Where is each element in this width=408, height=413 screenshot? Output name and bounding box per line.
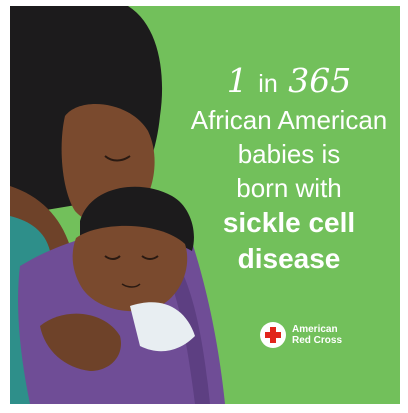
logo-line-1: American	[292, 324, 338, 335]
stat-in: in	[258, 70, 278, 98]
poster-card: 1 in 365 African American babies is born…	[10, 6, 400, 404]
headline-line-1: African American	[190, 105, 388, 135]
headline-line-3: born with	[236, 173, 342, 203]
headline: 1 in 365 African American babies is born…	[178, 62, 400, 277]
logo-line-2: Red Cross	[292, 335, 343, 346]
statistic: 1 in 365	[178, 62, 400, 103]
mother-baby-illustration	[10, 6, 225, 404]
logo-text: American Red Cross	[292, 324, 342, 346]
red-cross-icon	[260, 322, 286, 348]
stat-denominator: 365	[288, 61, 352, 100]
headline-line-2: babies is	[237, 139, 341, 169]
headline-emphasis-1: sickle cell	[222, 207, 356, 238]
stat-numerator: 1	[226, 61, 248, 100]
red-cross-logo: American Red Cross	[260, 322, 342, 348]
headline-emphasis-2: disease	[237, 243, 341, 274]
